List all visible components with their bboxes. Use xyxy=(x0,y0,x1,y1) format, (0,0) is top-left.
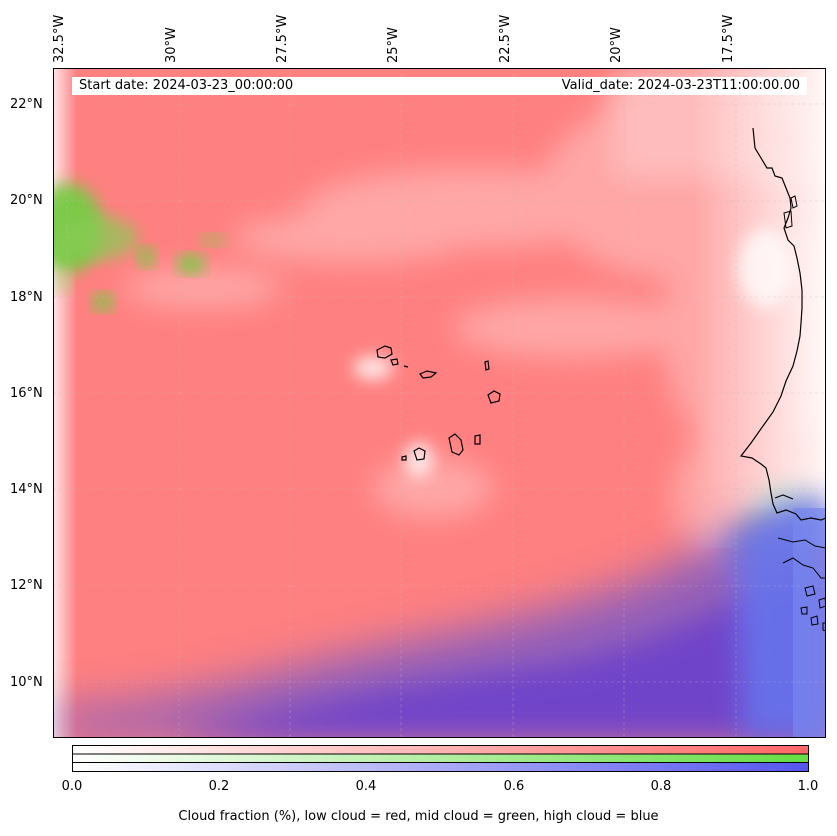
colorbar-caption: Cloud fraction (%), low cloud = red, mid… xyxy=(178,809,659,824)
date-info-box: Start date: 2024-03-23_00:00:00 Valid_da… xyxy=(72,77,807,95)
lon-tick-32.5w: 32.5°W xyxy=(52,14,67,63)
high-cloud xyxy=(53,498,826,738)
island-brava xyxy=(401,455,407,461)
valid-date-label: Valid_date: 2024-03-23T11:00:00.00 xyxy=(561,78,800,93)
lat-tick-16n: 16°N xyxy=(10,386,43,401)
colorbar-high-cloud xyxy=(72,762,809,772)
lon-tick-20w: 20°W xyxy=(609,27,624,63)
colorbar-low-cloud xyxy=(72,745,809,755)
lat-tick-20n: 20°N xyxy=(10,193,43,208)
map-frame xyxy=(53,68,826,738)
colorbar-mid-cloud xyxy=(72,753,809,763)
island-santo-antao xyxy=(376,345,393,359)
island-santiago xyxy=(448,433,464,456)
west-africa-coastline xyxy=(739,127,826,521)
lat-tick-22n: 22°N xyxy=(10,97,43,112)
island-sal xyxy=(484,360,490,371)
island-boa-vista xyxy=(487,390,501,404)
lat-tick-10n: 10°N xyxy=(10,675,43,690)
cape-verde-peninsula xyxy=(774,494,794,500)
lat-tick-14n: 14°N xyxy=(10,482,43,497)
colorbar-tick-0.4: 0.4 xyxy=(355,779,377,794)
guinea-bissau-coast xyxy=(782,557,826,579)
colorbar-tick-0.8: 0.8 xyxy=(650,779,672,794)
west-edge-strip xyxy=(53,68,77,738)
cloud-fraction-map xyxy=(53,68,826,738)
lon-tick-25w: 25°W xyxy=(386,27,401,63)
coastal-islets xyxy=(783,195,798,229)
colorbar-tick-0.6: 0.6 xyxy=(503,779,525,794)
gridlines xyxy=(53,68,826,738)
start-date-label: Start date: 2024-03-23_00:00:00 xyxy=(79,78,294,93)
island-fogo xyxy=(413,447,426,461)
lon-tick-30w: 30°W xyxy=(164,27,179,63)
lat-tick-12n: 12°N xyxy=(10,578,43,593)
colorbar-tick-1.0: 1.0 xyxy=(797,779,819,794)
island-maio xyxy=(474,434,481,445)
lat-tick-18n: 18°N xyxy=(10,290,43,305)
island-sao-nicolau xyxy=(419,370,438,379)
lon-tick-27.5w: 27.5°W xyxy=(275,14,290,63)
lon-tick-17.5w: 17.5°W xyxy=(721,14,736,63)
island-sao-vicente xyxy=(390,358,399,366)
colorbar-tick-0: 0.0 xyxy=(61,779,83,794)
colorbar xyxy=(72,745,809,772)
cape-verde-islands xyxy=(376,345,501,461)
colorbar-tick-0.2: 0.2 xyxy=(208,779,230,794)
island-santa-luzia xyxy=(403,365,409,368)
gambia-coast xyxy=(777,537,826,549)
lon-tick-22.5w: 22.5°W xyxy=(498,14,513,63)
